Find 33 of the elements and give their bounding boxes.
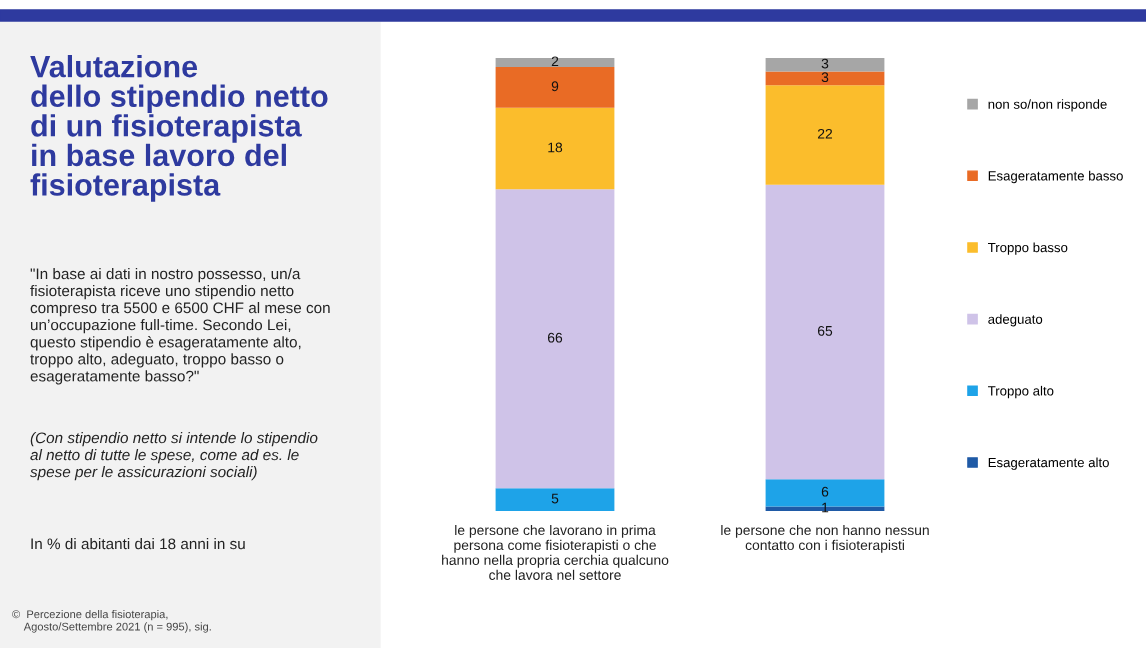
bar	[495, 67, 615, 108]
text: In % di abitanti dai 18 anni in su	[31, 538, 245, 550]
text: (Con stipendio netto si intende lo stipendio al netto di tutte le spese, come ad es. le spese per le assicurazioni sociali)	[30, 432, 318, 481]
bar	[495, 107, 615, 190]
bar	[495, 488, 615, 511]
legend-label: Troppo basso	[988, 242, 1068, 255]
data-label: 6	[821, 486, 829, 497]
data-label: 18	[548, 142, 563, 153]
data-label: 3	[821, 72, 829, 83]
bar	[765, 71, 885, 86]
bar	[765, 184, 885, 480]
legend-label: adeguato	[988, 314, 1043, 327]
data-label: 2	[551, 56, 559, 67]
legend-label: non so/non risponde	[988, 99, 1107, 112]
text: © Percezione della fisioterapia, Agosto/Settembre 2021 (n = 995), sig.	[12, 610, 211, 633]
bar	[765, 58, 885, 72]
x-tick-label: le persone che non hanno nessun contatto con i fisioterapisti	[721, 524, 929, 553]
data-label: 66	[547, 332, 563, 343]
legend-label: Esageratamente alto	[988, 457, 1109, 470]
x-tick-label: le persone che lavorano in prima persona come fisioterapisti o che hanno nella propria cerchia qualcuno che lavora nel settore	[442, 524, 669, 580]
bar	[765, 85, 885, 185]
data-label: 22	[817, 128, 833, 139]
legend-label: Esageratamente basso	[988, 170, 1123, 184]
bar	[495, 58, 615, 68]
bar	[495, 189, 615, 489]
legend-label: Troppo alto	[988, 385, 1054, 399]
data-label: 65	[817, 325, 833, 336]
data-label: 3	[821, 58, 829, 69]
data-label: 5	[551, 493, 559, 504]
text: Valutazione dello stipendio netto di un fisioterapista in base lavoro del fisioterapista	[30, 55, 328, 202]
data-label: 9	[551, 81, 559, 92]
data-label: 1	[822, 502, 829, 513]
text: "In base ai dati in nostro possesso, un/a fisioterapista riceve uno stipendio netto compreso tra 5500 e 6500 CHF al mese con un’occupazione full-time. Secondo Lei, questo stipendio è esageratamente alto, troppo alto, adeguato, troppo basso o esageratamente basso?"	[30, 268, 330, 385]
